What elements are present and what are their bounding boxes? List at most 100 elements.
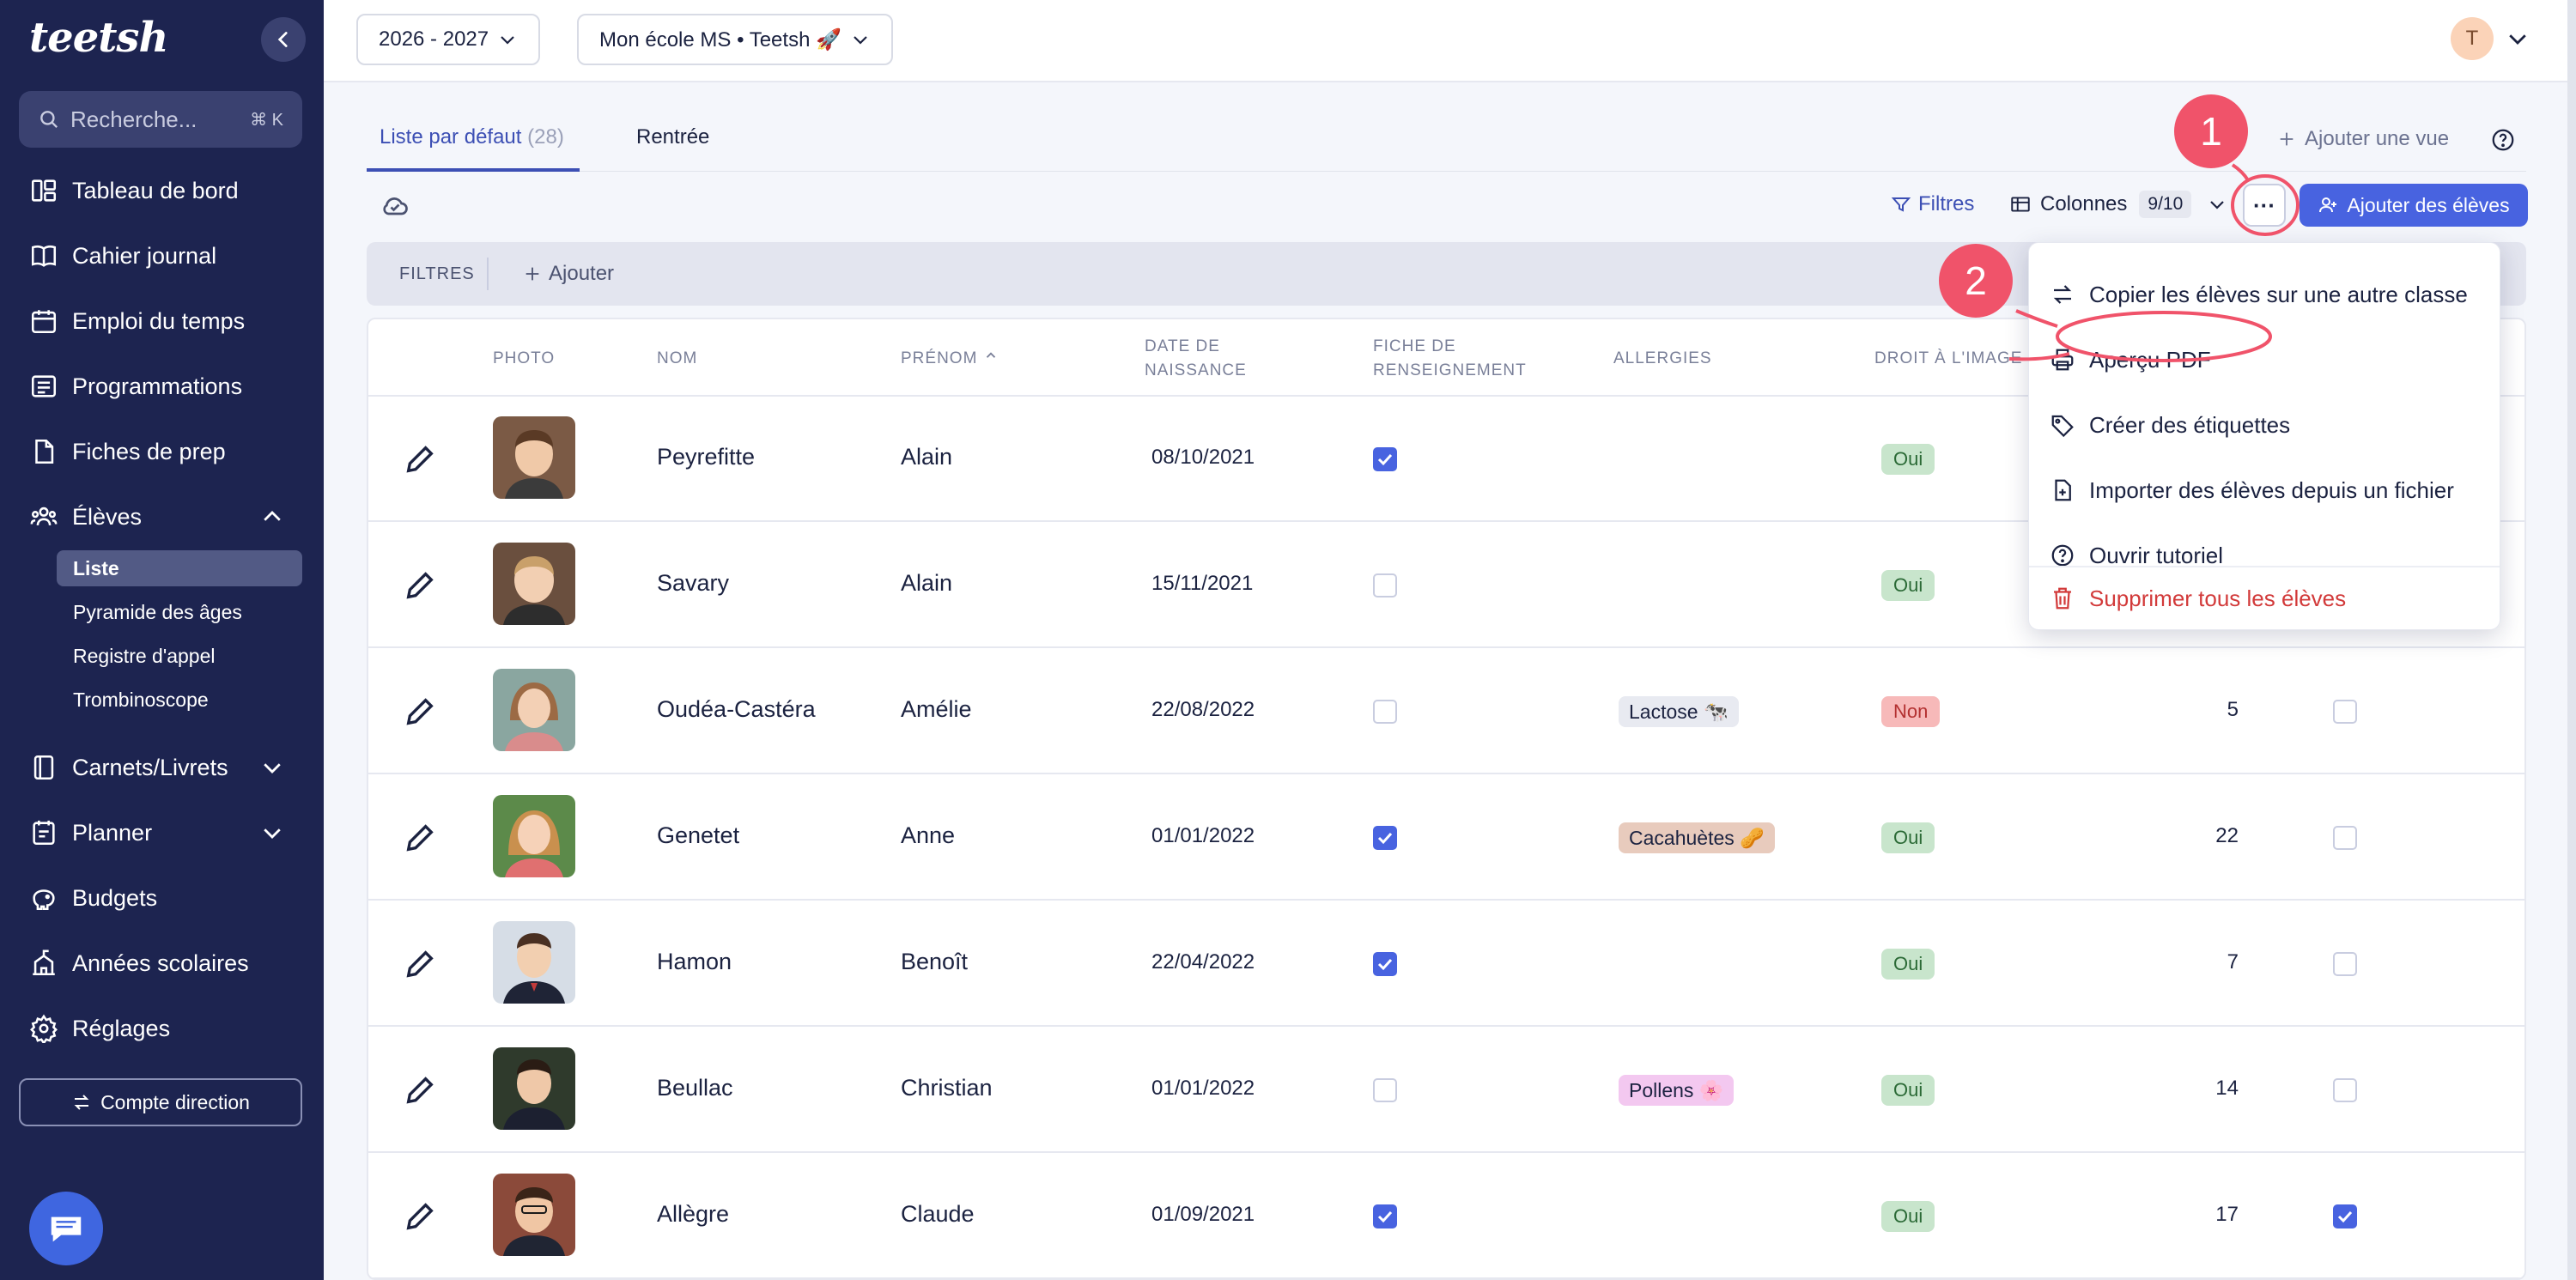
user-avatar[interactable]: T — [2451, 17, 2494, 60]
pencil-icon[interactable] — [403, 821, 437, 855]
add-user-icon — [2319, 197, 2337, 213]
sidebar-item-fiches-de-prep[interactable]: Fiches de prep — [29, 429, 226, 474]
app-logo[interactable]: teetsh — [29, 14, 168, 62]
menu-item-create-labels[interactable]: Créer des étiquettes — [2050, 403, 2290, 447]
sidebar-item-carnets[interactable]: Carnets/Livrets — [29, 745, 281, 790]
chevron-down-icon — [854, 36, 867, 45]
sidebar-item-annees-scolaires[interactable]: Années scolaires — [29, 941, 249, 986]
chevron-down-icon[interactable] — [259, 755, 285, 780]
fiche-checkbox[interactable] — [1373, 447, 1397, 471]
extra-checkbox[interactable] — [2333, 952, 2357, 976]
student-nom: Hamon — [657, 949, 732, 974]
chevron-down-icon[interactable] — [2505, 26, 2530, 52]
add-view-button[interactable]: Ajouter une vue — [2277, 127, 2449, 151]
filters-bar-label: FILTRES — [399, 264, 475, 283]
pencil-icon[interactable] — [403, 442, 437, 476]
sidebar-subitem-trombinoscope[interactable]: Trombinoscope — [73, 688, 209, 711]
menu-item-apercu-pdf[interactable]: Aperçu PDF — [2050, 337, 2211, 382]
sidebar-subitem-pyramide[interactable]: Pyramide des âges — [73, 600, 242, 623]
pencil-icon[interactable] — [403, 1199, 437, 1234]
add-filter-button[interactable]: Ajouter — [523, 262, 614, 286]
column-header-droit-image[interactable]: DROIT À L'IMAGE — [1874, 349, 2023, 367]
column-header-fiche[interactable]: FICHE DE RENSEIGNEMENT — [1373, 335, 1527, 383]
menu-item-label: Copier les élèves sur une autre classe — [2089, 281, 2468, 307]
column-header-date-line2: NAISSANCE — [1145, 361, 1247, 379]
more-options-button[interactable]: ··· — [2243, 184, 2286, 227]
fiche-checkbox[interactable] — [1373, 700, 1397, 724]
planner-icon — [33, 820, 55, 846]
column-header-nom[interactable]: NOM — [657, 349, 698, 367]
fiche-checkbox[interactable] — [1373, 952, 1397, 976]
sidebar-item-dashboard[interactable]: Tableau de bord — [29, 168, 239, 213]
menu-item-open-tutorial[interactable]: Ouvrir tutoriel — [2050, 533, 2223, 578]
school-select[interactable]: Mon école MS • Teetsh 🚀 — [577, 14, 893, 65]
cloud-sync-icon[interactable] — [380, 191, 410, 221]
sidebar-item-label: Planner — [72, 819, 153, 846]
table-row[interactable]: Hamon Benoît 22/04/2022 Oui 7 — [368, 901, 2524, 1027]
pencil-icon[interactable] — [403, 568, 437, 603]
table-row[interactable]: Genetet Anne 01/01/2022 Cacahuètes 🥜 Oui… — [368, 774, 2524, 901]
column-header-date-line1: DATE DE — [1145, 337, 1220, 355]
fiche-checkbox[interactable] — [1373, 573, 1397, 598]
chevron-down-icon[interactable] — [259, 820, 285, 846]
table-row[interactable]: Savary Alain 15/11/2021 Oui — [368, 522, 2524, 648]
collapse-sidebar-button[interactable] — [261, 17, 306, 62]
compte-direction-button[interactable]: Compte direction — [19, 1078, 302, 1126]
chevron-left-icon — [277, 32, 288, 47]
sidebar-subitem-liste[interactable]: Liste — [57, 550, 302, 586]
extra-checkbox[interactable] — [2333, 700, 2357, 724]
table-row[interactable]: Peyrefitte Alain 08/10/2021 Oui — [368, 396, 2524, 522]
fiche-checkbox[interactable] — [1373, 826, 1397, 850]
tab-liste-par-defaut[interactable]: Liste par défaut (28) — [380, 125, 564, 149]
chevron-down-icon — [2210, 201, 2225, 209]
sidebar-item-cahier-journal[interactable]: Cahier journal — [29, 234, 216, 278]
year-select[interactable]: 2026 - 2027 — [356, 14, 541, 65]
column-header-prenom[interactable]: PRÉNOM — [901, 347, 999, 371]
sidebar-item-programmations[interactable]: Programmations — [29, 364, 242, 409]
dashboard-icon — [31, 179, 57, 202]
year-select-value: 2026 - 2027 — [379, 27, 489, 51]
sidebar-item-label: Cahier journal — [72, 242, 217, 269]
table-row[interactable]: Beullac Christian 01/01/2022 Pollens 🌸 O… — [368, 1027, 2524, 1153]
sidebar-item-eleves[interactable]: Élèves — [29, 494, 281, 539]
allergy-tag: Cacahuètes 🥜 — [1619, 822, 1775, 853]
fiche-checkbox[interactable] — [1373, 1078, 1397, 1102]
table-row[interactable]: Oudéa-Castéra Amélie 22/08/2022 Lactose … — [368, 648, 2524, 774]
gear-icon — [30, 1014, 58, 1043]
student-prenom: Christian — [901, 1075, 993, 1101]
columns-button[interactable]: Colonnes 9/10 — [2009, 191, 2227, 218]
add-students-button[interactable]: Ajouter des élèves — [2300, 184, 2528, 227]
tab-rentree[interactable]: Rentrée — [636, 125, 709, 149]
extra-checkbox[interactable] — [2333, 1078, 2357, 1102]
extra-checkbox[interactable] — [2333, 1204, 2357, 1228]
scrollbar[interactable] — [2567, 0, 2576, 1280]
chevron-up-icon[interactable] — [259, 504, 285, 530]
pencil-icon[interactable] — [403, 947, 437, 981]
menu-item-delete-all[interactable]: Supprimer tous les élèves — [2050, 576, 2346, 621]
table-row[interactable]: Allègre Claude 01/09/2021 Oui 17 — [368, 1153, 2524, 1278]
sort-ascending-icon — [986, 352, 995, 358]
sidebar-item-planner[interactable]: Planner — [29, 810, 281, 855]
column-header-allergies[interactable]: ALLERGIES — [1613, 349, 1712, 367]
droit-image-badge: Oui — [1881, 570, 1935, 601]
droit-image-badge: Oui — [1881, 822, 1935, 853]
menu-item-copy-students[interactable]: Copier les élèves sur une autre classe — [2050, 272, 2468, 317]
sidebar-item-reglages[interactable]: Réglages — [29, 1006, 170, 1051]
column-header-date-naissance[interactable]: DATE DE NAISSANCE — [1145, 335, 1247, 383]
student-number: 14 — [2215, 1077, 2239, 1100]
search-input[interactable]: Recherche... ⌘ K — [19, 91, 302, 148]
sidebar-item-emploi-du-temps[interactable]: Emploi du temps — [29, 299, 245, 343]
sidebar-item-budgets[interactable]: Budgets — [29, 876, 157, 920]
sidebar-subitem-registre[interactable]: Registre d'appel — [73, 644, 216, 667]
help-icon[interactable] — [2490, 127, 2516, 153]
filters-button[interactable]: Filtres — [1891, 192, 1974, 216]
chat-button[interactable] — [29, 1192, 103, 1265]
add-filter-label: Ajouter — [549, 262, 615, 285]
menu-item-import-students[interactable]: Importer des élèves depuis un fichier — [2050, 468, 2454, 513]
pencil-icon[interactable] — [403, 695, 437, 729]
fiche-checkbox[interactable] — [1373, 1204, 1397, 1228]
extra-checkbox[interactable] — [2333, 826, 2357, 850]
student-birthdate: 01/09/2021 — [1151, 1203, 1255, 1226]
menu-item-label: Supprimer tous les élèves — [2089, 585, 2347, 611]
pencil-icon[interactable] — [403, 1073, 437, 1107]
